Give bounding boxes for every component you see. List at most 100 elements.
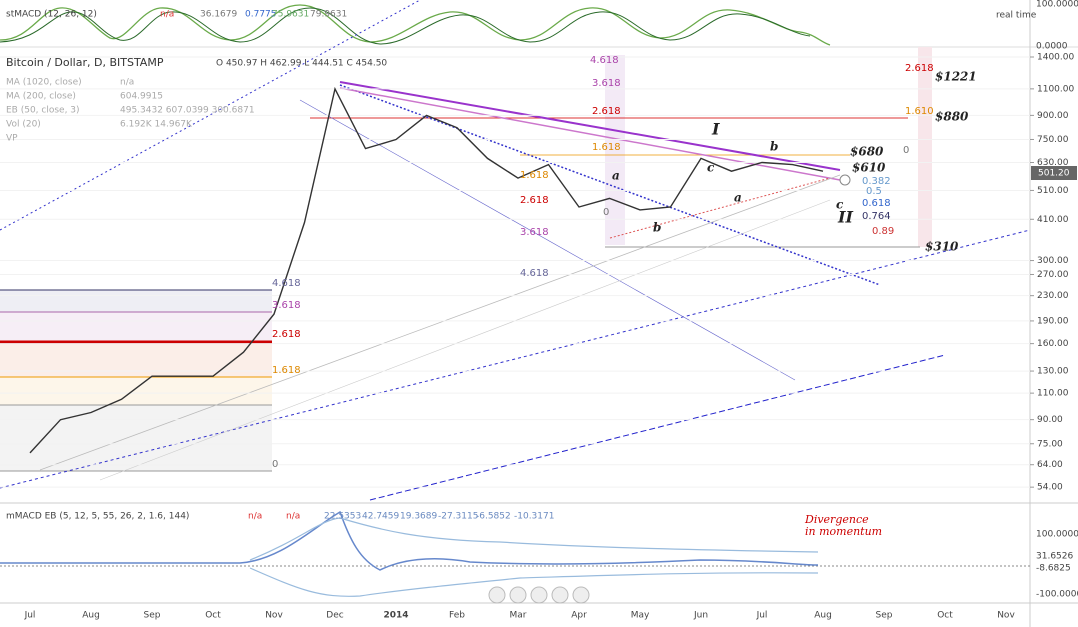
annotation: $1221 — [935, 70, 977, 84]
annotation: 1.618 — [592, 142, 621, 153]
marker — [839, 174, 851, 186]
price-marker — [1031, 166, 1077, 180]
x-tick-label: Aug — [82, 611, 100, 621]
x-tick-label: Oct — [937, 611, 953, 621]
bottom-panel-value: -10.3171 — [514, 512, 554, 522]
zoom-button[interactable] — [488, 586, 506, 604]
top-panel-title: stMACD (12, 26, 12) — [6, 10, 97, 20]
y-tick-label: 410.00 — [1037, 215, 1069, 225]
fib-zone — [0, 405, 272, 471]
trendline — [0, 229, 1031, 489]
x-tick-label: Jun — [693, 611, 708, 621]
annotation: 1.618 — [520, 170, 549, 181]
x-tick-label: Aug — [814, 611, 832, 621]
indicator-name: Vol (20) — [6, 120, 41, 130]
top-axis-label: 100.0000 — [1036, 0, 1078, 10]
x-tick-label: Sep — [876, 611, 893, 621]
annotation: 2.618 — [520, 195, 549, 206]
bottom-panel-value: -27.3115 — [438, 512, 478, 522]
y-tick-label: 160.00 — [1037, 339, 1069, 349]
bottom-panel-value: 42.7459 — [362, 512, 399, 522]
annotation: 1.618 — [272, 365, 301, 376]
y-tick-label: 110.00 — [1037, 389, 1069, 399]
zoom-button[interactable] — [530, 586, 548, 604]
x-tick-label: Oct — [205, 611, 221, 621]
top-panel-value: 36.1679 — [200, 10, 237, 20]
annotation: 0 — [903, 145, 909, 156]
fib-zone — [918, 47, 932, 247]
y-tick-label: 54.00 — [1037, 483, 1063, 493]
annotation: c — [707, 161, 715, 175]
trendline — [299, 99, 796, 381]
annotation: b — [653, 221, 661, 235]
annotation: a — [612, 169, 620, 183]
annotation: $880 — [935, 110, 969, 124]
annotation: 4.618 — [520, 268, 549, 279]
top-axis-label: 0.0000 — [1036, 42, 1068, 52]
annotation: 4.618 — [590, 55, 619, 66]
macd-line — [0, 510, 819, 571]
y-tick-label: 900.00 — [1037, 111, 1069, 121]
annotation: 3.618 — [272, 300, 301, 311]
x-tick-label: Dec — [326, 611, 343, 621]
top-panel-value: n/a — [160, 10, 174, 20]
annotation: II — [837, 208, 853, 227]
bottom-axis-label: 100.0000 — [1036, 530, 1078, 540]
y-tick-label: 270.00 — [1037, 270, 1069, 280]
annotation: 3.618 — [592, 78, 621, 89]
indicator-name: VP — [6, 134, 18, 144]
x-tick-label: 2014 — [383, 611, 408, 621]
fib-zone — [0, 342, 272, 377]
fib-zone — [0, 290, 272, 312]
band-upper — [249, 517, 819, 561]
y-tick-label: 190.00 — [1037, 316, 1069, 326]
band-lower — [249, 567, 819, 597]
realtime-label: real time — [996, 11, 1037, 21]
top-panel-value: 75.9631 — [272, 10, 309, 20]
indicator-name: MA (1020, close) — [6, 78, 82, 88]
annotation: 2.618 — [272, 329, 301, 340]
annotation: c — [836, 198, 844, 212]
price-line — [29, 86, 824, 454]
zoom-button[interactable] — [509, 586, 527, 604]
annotation: b — [770, 140, 778, 154]
y-tick-label: 230.00 — [1037, 291, 1069, 301]
bottom-axis-label: -8.6825 — [1036, 564, 1071, 574]
zoom-button[interactable] — [572, 586, 590, 604]
x-tick-label: Nov — [997, 611, 1015, 621]
annotation: 0.5 — [866, 186, 882, 197]
annotation: $610 — [852, 161, 886, 175]
price-marker-label: 501.20 — [1038, 169, 1070, 179]
annotation: 0.382 — [862, 176, 891, 187]
oscillator-signal — [0, 7, 811, 45]
indicator-value: 604.9915 — [120, 92, 163, 102]
x-tick-label: Mar — [510, 611, 527, 621]
indicator-name: MA (200, close) — [6, 92, 76, 102]
y-tick-label: 510.00 — [1037, 186, 1069, 196]
x-tick-label: Sep — [144, 611, 161, 621]
bottom-panel-value: 19.3689 — [400, 512, 437, 522]
fib-zone — [0, 377, 272, 405]
y-tick-label: 64.00 — [1037, 460, 1063, 470]
x-tick-label: Jul — [24, 611, 36, 621]
annotation: I — [711, 120, 720, 139]
gann-line — [99, 199, 831, 481]
ohlc: O 450.97 H 462.99 L 444.51 C 454.50 — [216, 59, 387, 69]
x-tick-label: Jul — [756, 611, 768, 621]
annotation: $310 — [925, 240, 959, 254]
fib-zone — [0, 312, 272, 342]
annotation: 0.89 — [872, 226, 894, 237]
channel-line — [339, 81, 841, 171]
x-tick-label: May — [631, 611, 650, 621]
symbol-title: Bitcoin / Dollar, D, BITSTAMP — [6, 56, 164, 69]
bottom-axis-label: 31.6526 — [1036, 552, 1073, 562]
note: Divergence — [804, 513, 869, 526]
annotation: a — [734, 191, 742, 205]
annotation: 0 — [603, 207, 609, 218]
top-panel-value: 79.9631 — [310, 10, 347, 20]
top-panel-value: 0.7775 — [245, 10, 277, 20]
bottom-axis-label: -100.0000 — [1036, 590, 1078, 600]
x-tick-label: Nov — [265, 611, 283, 621]
zoom-button[interactable] — [551, 586, 569, 604]
